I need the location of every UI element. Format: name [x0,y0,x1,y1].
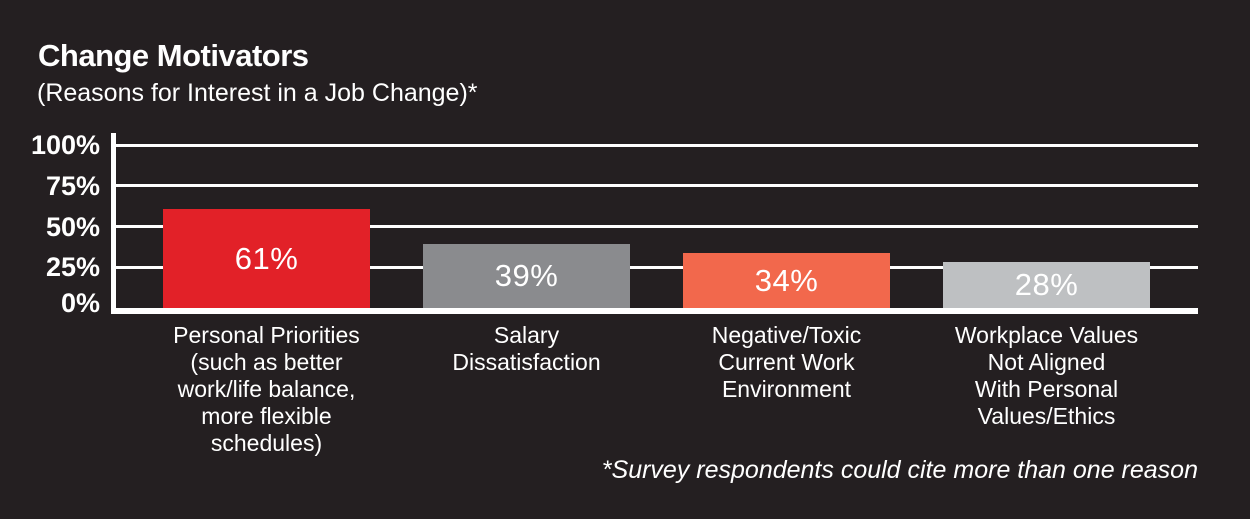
chart-subtitle: (Reasons for Interest in a Job Change)* [37,79,478,107]
bar-toxic-environment: 34% [683,253,890,308]
bar-salary-dissatisfaction: 39% [423,244,630,308]
gridline-75 [116,184,1198,188]
bar-personal-priorities: 61% [163,209,370,308]
bar-value-label: 61% [234,240,299,276]
category-label-toxic-environment: Negative/Toxic Current Work Environment [711,322,862,402]
x-axis-baseline [111,308,1198,314]
footnote: *Survey respondents could cite more than… [601,456,1198,484]
y-tick-label-75: 75% [45,170,100,201]
bar-value-label: 34% [754,262,819,298]
y-tick-label-0: 0% [60,288,100,318]
bar-values-not-aligned: 28% [943,262,1150,308]
gridline-25 [116,265,1198,269]
bar-value-label: 39% [494,258,559,293]
y-axis-line [111,133,116,314]
y-tick-label-50: 50% [45,211,100,242]
gridline-100 [116,143,1198,147]
category-label-salary-dissatisfaction: Salary Dissatisfaction [452,322,601,375]
y-tick-label-25: 25% [45,252,100,283]
chart-title: Change Motivators [38,38,309,73]
category-label-personal-priorities: Personal Priorities (such as better work… [173,322,360,456]
category-label-values-not-aligned: Workplace Values Not Aligned With Person… [954,322,1139,429]
gridline-50 [116,225,1198,228]
bar-value-label: 28% [1014,267,1079,302]
y-tick-label-100: 100% [30,130,100,160]
